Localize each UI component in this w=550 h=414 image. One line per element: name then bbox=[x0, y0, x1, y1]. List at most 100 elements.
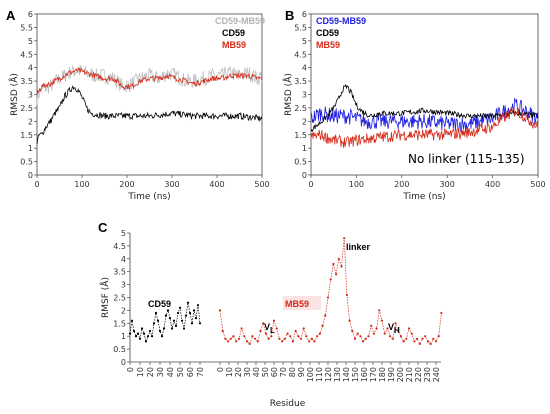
rmsf-point-mb59 bbox=[394, 322, 397, 325]
rmsf-point-mb59 bbox=[224, 337, 227, 340]
rmsf-point-cd59 bbox=[176, 311, 180, 315]
x-axis-label-b: Time (ns) bbox=[402, 192, 445, 202]
x-tick-label-b: 500 bbox=[530, 180, 545, 189]
vh-label-sub: H bbox=[394, 326, 400, 335]
x-tick-label-c-cd59: 0 bbox=[126, 367, 135, 372]
series-line-b-cd59 bbox=[310, 84, 539, 133]
x-tick-label-c-mb59: 210 bbox=[405, 367, 414, 382]
y-tick-label-a: 0.5 bbox=[20, 158, 33, 167]
rmsf-point-cd59 bbox=[196, 304, 200, 307]
x-tick-label-b: 100 bbox=[349, 180, 364, 189]
x-tick-label-a: 300 bbox=[164, 180, 179, 189]
rmsf-point-cd59 bbox=[188, 311, 192, 315]
rmsf-point-mb59 bbox=[289, 335, 292, 338]
x-tick-label-c-mb59: 50 bbox=[261, 367, 270, 377]
vh-label-v: V bbox=[388, 322, 394, 332]
rmsf-point-mb59 bbox=[299, 337, 303, 340]
rmsf-point-mb59 bbox=[335, 273, 338, 276]
rmsf-point-cd59 bbox=[140, 327, 144, 330]
x-tick-label-c-mb59: 170 bbox=[369, 367, 378, 382]
y-tick-label-a: 3 bbox=[28, 91, 33, 100]
rmsf-point-cd59 bbox=[162, 327, 166, 330]
rmsf-point-mb59 bbox=[434, 340, 438, 343]
rmsf-point-cd59 bbox=[166, 309, 170, 312]
series-line-b-cd59-mb59 bbox=[310, 97, 539, 133]
rmsf-point-cd59 bbox=[194, 317, 198, 320]
x-tick-label-c-mb59: 30 bbox=[243, 367, 252, 377]
rmsf-point-cd59 bbox=[160, 335, 164, 338]
x-tick-label-a: 0 bbox=[34, 180, 39, 189]
y-tick-label-b: 2.5 bbox=[294, 104, 307, 113]
x-tick-label-c-mb59: 20 bbox=[234, 367, 243, 377]
rmsf-point-mb59 bbox=[324, 314, 327, 317]
rmsf-point-mb59 bbox=[245, 340, 249, 343]
rmsf-point-cd59 bbox=[178, 306, 182, 309]
x-tick-label-c-mb59: 230 bbox=[423, 367, 432, 382]
x-tick-label-c-mb59: 240 bbox=[432, 367, 441, 382]
vl-label-sub: L bbox=[270, 326, 275, 335]
rmsf-point-cd59 bbox=[186, 301, 190, 304]
y-tick-label-a: 0 bbox=[28, 171, 33, 180]
rmsf-point-mb59 bbox=[291, 340, 294, 343]
rmsf-point-mb59 bbox=[410, 332, 413, 335]
rmsf-point-mb59 bbox=[367, 335, 370, 338]
rmsf-point-cd59 bbox=[128, 332, 132, 335]
x-tick-label-c-mb59: 100 bbox=[306, 367, 315, 382]
rmsf-point-mb59 bbox=[440, 311, 443, 315]
y-tick-label-b: 2 bbox=[302, 117, 307, 126]
rmsf-point-mb59 bbox=[240, 327, 243, 330]
y-tick-label-c: 1.5 bbox=[113, 319, 126, 328]
y-tick-label-c: 3 bbox=[121, 281, 126, 290]
x-tick-label-a: 200 bbox=[119, 180, 134, 189]
y-tick-label-c: 4 bbox=[121, 255, 126, 264]
x-tick-label-c-mb59: 160 bbox=[360, 367, 369, 382]
rmsf-point-cd59 bbox=[144, 340, 148, 343]
y-tick-label-a: 5 bbox=[28, 37, 33, 46]
x-tick-label-c-cd59: 20 bbox=[146, 367, 155, 377]
rmsf-point-mb59 bbox=[372, 332, 375, 335]
rmsf-point-cd59 bbox=[172, 319, 176, 322]
rmsf-point-cd59 bbox=[134, 335, 138, 338]
x-tick-label-a: 500 bbox=[254, 180, 269, 189]
rmsf-point-cd59 bbox=[154, 311, 158, 315]
rmsf-point-cd59 bbox=[130, 319, 134, 322]
x-tick-label-c-mb59: 130 bbox=[333, 367, 342, 382]
linker-label: linker bbox=[346, 242, 371, 252]
legend-a-cd59-mb59: CD59-MB59 bbox=[215, 16, 265, 26]
x-tick-label-b: 0 bbox=[308, 180, 313, 189]
y-axis-label-c: RMSF (Å) bbox=[99, 277, 111, 318]
rmsf-point-mb59 bbox=[321, 324, 324, 327]
chart-panel-b: 0 0.5 1 1.5 2 2.5 3 3.5 4 4.5 5 5.5 6 0 100 200 300 400 50… bbox=[282, 10, 546, 202]
rmsf-point-cd59 bbox=[168, 317, 172, 320]
rmsf-point-cd59 bbox=[164, 314, 168, 317]
y-tick-label-a: 4.5 bbox=[20, 50, 33, 59]
x-axis-label-a: Time (ns) bbox=[127, 192, 170, 202]
vl-label: VL bbox=[264, 322, 275, 335]
rmsf-point-mb59 bbox=[302, 327, 305, 330]
rmsf-point-mb59 bbox=[297, 335, 300, 338]
rmsf-point-mb59 bbox=[272, 319, 276, 322]
rmsf-point-mb59 bbox=[283, 337, 286, 340]
y-tick-label-c: 5 bbox=[121, 229, 126, 238]
rmsf-point-cd59 bbox=[142, 332, 146, 335]
rmsf-point-mb59 bbox=[251, 335, 254, 338]
x-tick-label-c-mb59: 150 bbox=[351, 367, 360, 382]
y-tick-label-a: 3.5 bbox=[20, 77, 33, 86]
vh-label: VH bbox=[388, 322, 400, 335]
rmsf-point-mb59 bbox=[421, 337, 424, 340]
y-tick-label-c: 2 bbox=[121, 306, 126, 315]
rmsf-point-mb59 bbox=[378, 309, 381, 312]
rmsf-point-cd59 bbox=[158, 329, 162, 333]
y-tick-label-b: 1.5 bbox=[294, 131, 307, 140]
rmsf-point-mb59 bbox=[256, 340, 259, 343]
rmsf-point-mb59 bbox=[243, 335, 246, 338]
rmsf-point-mb59 bbox=[418, 342, 421, 345]
rmsf-point-mb59 bbox=[267, 337, 270, 340]
rmsf-point-cd59 bbox=[148, 329, 152, 333]
legend-b-mb59: MB59 bbox=[316, 40, 340, 50]
panel-label-a: A bbox=[6, 8, 16, 23]
rmsf-point-mb59 bbox=[345, 293, 348, 296]
rmsf-point-mb59 bbox=[351, 329, 354, 333]
rmsf-point-mb59 bbox=[402, 340, 405, 343]
